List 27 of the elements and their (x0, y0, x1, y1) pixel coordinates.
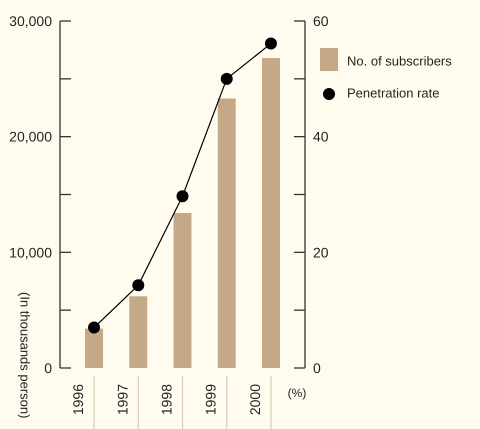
y2-tick-label: 60 (313, 13, 329, 29)
x-tick-label: 1999 (202, 384, 219, 416)
y-tick-label: 30,000 (9, 13, 52, 29)
point (176, 190, 188, 202)
point (220, 72, 233, 85)
point (132, 279, 144, 292)
bar (129, 296, 148, 368)
y-axis-title: (In thousands person) (18, 292, 32, 418)
bar (85, 328, 104, 368)
point (264, 38, 277, 50)
bar (262, 58, 280, 368)
bar (174, 213, 192, 368)
x-tick-label: 1997 (114, 384, 130, 416)
legend-label: Penetration rate (347, 86, 440, 100)
y-tick-label: 10,000 (9, 244, 52, 260)
y-tick-label: 20,000 (9, 128, 52, 145)
x-tick-label: 2000 (246, 384, 263, 416)
x-tick-label: 1996 (70, 384, 86, 416)
y2-tick-label: 0 (313, 360, 321, 376)
y-tick-label: 0 (44, 360, 52, 376)
point (88, 322, 100, 334)
y2-tick-label: 20 (313, 244, 329, 260)
y2-tick-label: 40 (313, 128, 329, 145)
legend-label: No. of subscribers (347, 54, 452, 68)
bar (218, 98, 236, 368)
y2-axis-title: (%) (288, 386, 306, 400)
x-tick-label: 1998 (158, 384, 174, 416)
